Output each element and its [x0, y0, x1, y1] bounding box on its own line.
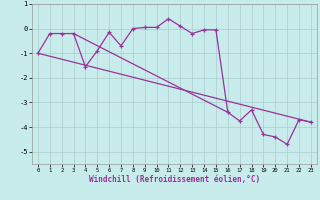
X-axis label: Windchill (Refroidissement éolien,°C): Windchill (Refroidissement éolien,°C)	[89, 175, 260, 184]
